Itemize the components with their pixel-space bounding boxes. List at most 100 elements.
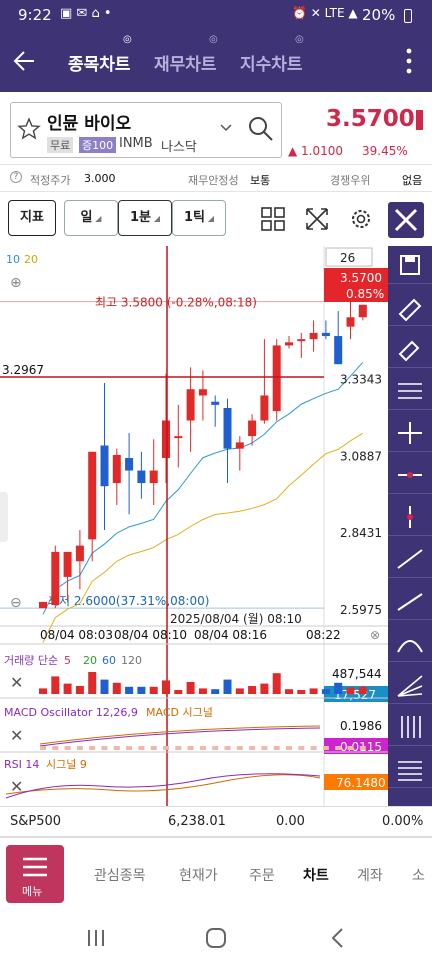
fair-price-label: 적정주가 xyxy=(30,174,71,187)
horizontal-lines-icon[interactable] xyxy=(388,750,432,788)
price-tick-label: 3.0887 xyxy=(340,449,382,463)
ray-line-icon[interactable] xyxy=(388,582,432,620)
home-icon[interactable] xyxy=(205,927,227,949)
competitive-value: 없음 xyxy=(402,174,423,187)
candle-body xyxy=(198,389,207,396)
volume-bar xyxy=(125,686,134,694)
volume-bar xyxy=(285,689,293,694)
arrow-left-icon[interactable] xyxy=(10,47,38,75)
status-bar: 9:22 ▣ ✉ ⌂ • ⏰ ✕ LTE ▲ 20% xyxy=(0,0,432,32)
fan-tool-icon[interactable] xyxy=(388,666,432,704)
crosshair-tool-icon[interactable] xyxy=(388,414,432,452)
tab-stock-chart[interactable]: 종목차트 xyxy=(68,55,131,75)
tab-finance-chart[interactable]: 재무차트 xyxy=(154,55,217,75)
nav-current-price[interactable]: 현재가 xyxy=(179,868,218,884)
nav-chart[interactable]: 차트 xyxy=(303,868,329,884)
macd-histogram-bar xyxy=(150,746,157,750)
drawing-tools-button[interactable] xyxy=(388,202,424,238)
nav-more[interactable]: 소 xyxy=(412,868,425,884)
indicator-button[interactable]: 지표 xyxy=(8,200,56,236)
price-change-pct: 39.45% xyxy=(362,144,408,158)
arc-tool-icon[interactable] xyxy=(388,624,432,662)
candle-body xyxy=(211,401,220,405)
candle-body xyxy=(51,551,60,606)
price-tick-label: 3.3343 xyxy=(340,372,382,386)
back-icon[interactable] xyxy=(330,927,346,949)
close-rsi-icon: ✕ xyxy=(10,777,23,796)
volume-bar xyxy=(51,676,60,694)
volume-bar xyxy=(297,690,306,694)
eraser-icon[interactable] xyxy=(388,288,432,326)
rsi-line xyxy=(5,773,321,799)
period-min-button[interactable]: 1분 ◢ xyxy=(118,200,172,236)
close-macd-icon: ✕ xyxy=(10,726,23,745)
macd-title: MACD Oscillator 12,26,9 xyxy=(4,706,138,719)
stock-search-box[interactable]: 인뮨 바이오 무료 증100 INMB 나스닥 xyxy=(10,102,282,158)
tab-index-chart[interactable]: 지수차트 xyxy=(240,55,303,75)
macd-histogram-bar xyxy=(261,746,268,750)
tag-margin: 증100 xyxy=(79,137,117,153)
nav-order[interactable]: 주문 xyxy=(249,868,275,884)
candle-body xyxy=(186,389,195,421)
tag-free: 무료 xyxy=(47,137,74,153)
candle-body xyxy=(162,420,170,459)
volume-bar xyxy=(358,686,367,694)
volume-period-label: 120 xyxy=(121,654,142,667)
volume-bar xyxy=(211,689,220,694)
horizontal-line-icon[interactable] xyxy=(388,456,432,494)
time-tick-label: 08/04 08:03 xyxy=(40,628,113,642)
time-tick-label: 08:22 xyxy=(306,628,341,642)
zoom-out-icon: ⊖ xyxy=(10,595,22,611)
macd-histogram-bar xyxy=(64,746,71,750)
eraser-all-icon[interactable] xyxy=(388,330,432,368)
grid-layout-icon[interactable] xyxy=(260,206,286,232)
macd-histogram-bar xyxy=(335,746,342,750)
star-icon[interactable] xyxy=(17,117,41,141)
count-box xyxy=(325,247,373,267)
hamburger-icon xyxy=(23,857,47,877)
volume-bar xyxy=(88,672,97,694)
more-vertical-icon[interactable] xyxy=(405,46,413,76)
macd-histogram-bar xyxy=(187,746,194,750)
volume-bar xyxy=(162,680,170,694)
macd-histogram-bar xyxy=(76,746,83,750)
macd-histogram-bar xyxy=(138,746,145,750)
index-row: S&P500 6,238.01 0.00 0.00% xyxy=(0,806,432,836)
time-tick-label: 08/04 08:16 xyxy=(194,628,267,642)
candle-body xyxy=(285,342,293,346)
app-bar: 종목차트 재무차트 지수차트 ◎ ◎ ◎ xyxy=(0,32,432,92)
candle-body xyxy=(321,332,330,337)
macd-histogram-bar xyxy=(273,746,280,750)
trend-line-icon[interactable] xyxy=(388,540,432,578)
side-grip-handle[interactable] xyxy=(0,492,8,542)
battery-percent: 20% xyxy=(362,6,396,24)
gear-icon[interactable] xyxy=(348,206,374,232)
vertical-line-icon[interactable] xyxy=(388,498,432,536)
volume-bar xyxy=(235,688,244,694)
period-tick-button[interactable]: 1틱 ◢ xyxy=(172,200,226,236)
volume-period-label: 60 xyxy=(102,654,116,667)
chevron-down-icon[interactable] xyxy=(219,123,233,133)
macd-histogram-bar xyxy=(199,746,206,750)
stock-header: 인뮨 바이오 무료 증100 INMB 나스닥 3.5700 ▲ 1.0100 … xyxy=(0,92,432,164)
competitive-label: 경쟁우위 xyxy=(330,174,371,187)
ma20-label: 20 xyxy=(24,253,38,266)
ma20-line xyxy=(42,432,364,643)
expand-icon[interactable] xyxy=(304,206,330,232)
nav-account[interactable]: 계좌 xyxy=(357,868,383,884)
period-day-button[interactable]: 일 ◢ xyxy=(64,200,118,236)
price-up-bar xyxy=(416,110,423,130)
volume-bar xyxy=(149,686,158,694)
recent-apps-icon[interactable] xyxy=(86,928,106,948)
nav-watchlist[interactable]: 관심종목 xyxy=(94,868,146,884)
candle-body xyxy=(309,332,318,340)
volume-bar xyxy=(248,686,257,694)
search-icon[interactable] xyxy=(247,115,275,143)
fibonacci-icon[interactable] xyxy=(388,372,432,410)
save-icon[interactable] xyxy=(388,246,432,284)
menu-button[interactable]: 메뉴 xyxy=(6,845,64,903)
vertical-lines-icon[interactable] xyxy=(388,708,432,746)
stock-ticker: INMB xyxy=(119,136,153,151)
help-icon[interactable]: ? xyxy=(10,171,22,183)
